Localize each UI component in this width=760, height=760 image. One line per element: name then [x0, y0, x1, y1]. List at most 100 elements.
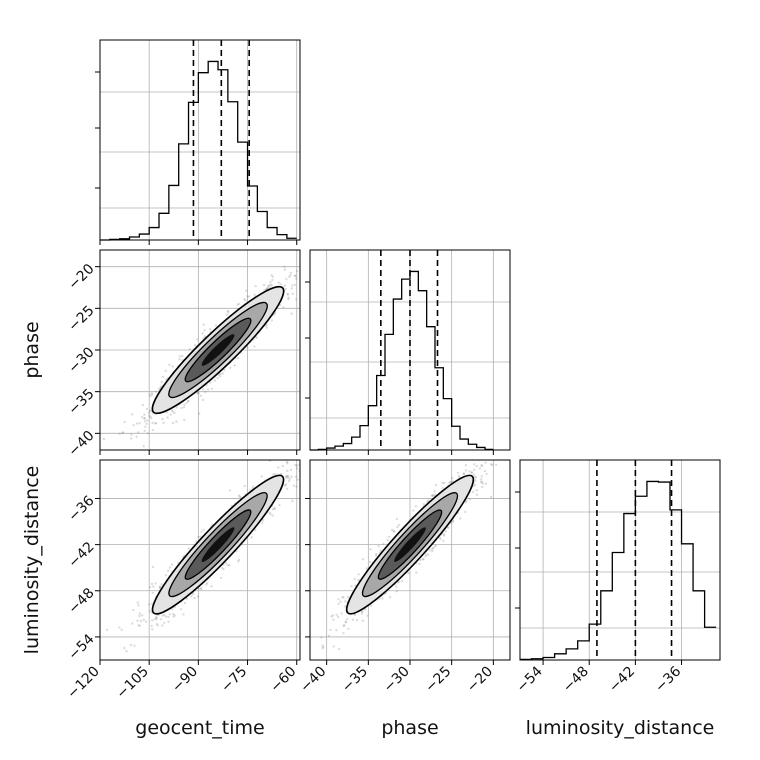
- scatter-point: [314, 266, 316, 268]
- scatter-point: [190, 595, 193, 598]
- scatter-point: [137, 604, 140, 607]
- scatter-point: [286, 292, 289, 296]
- scatter-point: [269, 283, 272, 286]
- scatter-point: [171, 608, 174, 611]
- scatter-point: [424, 555, 427, 558]
- scatter-point: [197, 535, 200, 539]
- scatter-point: [345, 618, 349, 621]
- scatter-point: [233, 364, 236, 367]
- scatter-point: [260, 475, 263, 478]
- scatter-point: [287, 479, 291, 483]
- scatter-point: [160, 380, 163, 384]
- scatter-point: [243, 484, 246, 488]
- scatter-point: [121, 431, 125, 434]
- scatter-point: [164, 615, 168, 618]
- scatter-point: [152, 585, 155, 588]
- scatter-point: [290, 287, 293, 290]
- scatter-point: [475, 493, 479, 496]
- scatter-point: [179, 608, 183, 611]
- scatter-point: [384, 592, 388, 595]
- scatter-point: [322, 645, 325, 649]
- scatter-point: [262, 518, 265, 522]
- x-tick-label: −25: [422, 664, 454, 696]
- scatter-point: [125, 650, 128, 653]
- y-tick-label: −25: [65, 303, 97, 335]
- scatter-point: [382, 542, 385, 546]
- scatter-point: [159, 385, 162, 388]
- scatter-point: [495, 463, 498, 467]
- scatter-point: [303, 463, 305, 465]
- scatter-point: [214, 324, 218, 327]
- scatter-point: [285, 474, 289, 478]
- scatter-point: [439, 537, 442, 541]
- scatter-point: [168, 613, 172, 616]
- scatter-point: [156, 624, 159, 627]
- scatter-point: [441, 487, 444, 490]
- scatter-point: [205, 583, 208, 586]
- scatter-point: [294, 463, 297, 467]
- scatter-point: [197, 392, 200, 395]
- scatter-point: [135, 435, 138, 438]
- scatter-point: [355, 618, 359, 622]
- scatter-point: [136, 601, 139, 604]
- scatter-point: [162, 375, 165, 379]
- scatter-point: [247, 295, 251, 298]
- scatter-point: [164, 369, 167, 372]
- scatter-point: [228, 489, 232, 492]
- scatter-point: [283, 284, 287, 287]
- scatter-point: [142, 445, 145, 448]
- scatter-point: [196, 595, 200, 598]
- scatter-point: [168, 363, 171, 366]
- panel-geocent_time-phase: [102, 265, 316, 448]
- scatter-point: [388, 596, 392, 599]
- scatter-point: [221, 566, 224, 569]
- scatter-point: [330, 615, 333, 618]
- scatter-point: [289, 271, 293, 274]
- scatter-point: [329, 628, 332, 632]
- scatter-point: [287, 476, 290, 479]
- scatter-point: [483, 469, 487, 473]
- hist-luminosity_distance-grid: [520, 460, 720, 660]
- scatter-point: [198, 412, 201, 415]
- scatter-point: [138, 624, 141, 628]
- scatter-point: [332, 645, 335, 648]
- scatter-point: [299, 454, 301, 456]
- scatter-point: [291, 292, 294, 295]
- scatter-point: [487, 446, 489, 448]
- scatter-point: [141, 403, 145, 407]
- scatter-point: [270, 319, 273, 322]
- scatter-point: [343, 624, 346, 627]
- histogram-luminosity_distance: [520, 480, 717, 661]
- scatter-point: [121, 431, 124, 435]
- scatter-point: [158, 585, 161, 588]
- scatter-point: [170, 563, 174, 566]
- scatter-point: [342, 596, 345, 599]
- scatter-point: [154, 390, 158, 393]
- scatter-point: [204, 390, 207, 394]
- scatter-point: [480, 480, 483, 483]
- scatter-point: [450, 480, 453, 484]
- scatter-point: [465, 499, 468, 502]
- scatter-point: [149, 395, 152, 398]
- scatter-point: [430, 494, 434, 497]
- scatter-point: [138, 612, 142, 615]
- scatter-point: [489, 495, 493, 499]
- scatter-point: [154, 582, 157, 585]
- scatter-point: [148, 610, 151, 613]
- scatter-point: [255, 336, 258, 339]
- scatter-point: [201, 388, 205, 391]
- scatter-point: [166, 416, 169, 419]
- panel-geocent_time-luminosity_distance: [105, 454, 305, 653]
- scatter-point: [351, 618, 355, 621]
- scatter-point: [360, 610, 363, 613]
- scatter-point: [188, 348, 191, 351]
- x-axis-label-geocent_time: geocent_time: [135, 717, 264, 739]
- scatter-point: [245, 289, 248, 292]
- scatter-point: [227, 311, 230, 314]
- scatter-point: [149, 415, 152, 418]
- scatter-point: [296, 478, 299, 481]
- scatter-point: [155, 617, 158, 620]
- scatter-point: [201, 398, 205, 402]
- scatter-point: [271, 514, 274, 517]
- scatter-point: [464, 469, 468, 472]
